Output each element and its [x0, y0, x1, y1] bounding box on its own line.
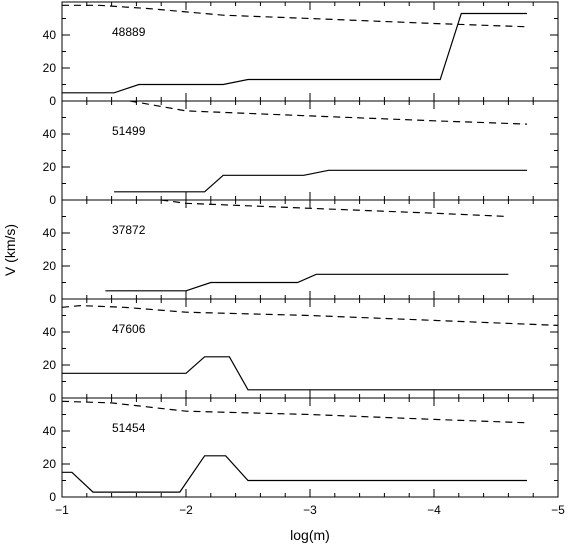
- y-tick-label: 20: [43, 457, 57, 471]
- y-tick-label: 40: [43, 127, 57, 141]
- dashed-series-line: [62, 4, 528, 28]
- x-tick-label: −1: [55, 503, 69, 517]
- y-tick-label: 0: [49, 94, 56, 108]
- y-tick-label: 0: [49, 292, 56, 306]
- panel-label: 47606: [112, 322, 146, 336]
- solid-series-line: [62, 356, 558, 391]
- dashed-series-line: [61, 400, 528, 424]
- panel-1: 0 20 40 48889: [43, 1, 559, 108]
- panel-label: 51454: [112, 421, 146, 435]
- x-tick-label: −4: [427, 503, 441, 517]
- panel-2: 0 20 40 51499: [43, 100, 559, 207]
- panel-5: 0 20 40 51454: [43, 397, 559, 504]
- y-tick-label: 20: [43, 259, 57, 273]
- panel-label: 51499: [112, 124, 146, 138]
- panel-label: 48889: [112, 25, 146, 39]
- y-tick-label: 40: [43, 424, 57, 438]
- y-tick-label: 40: [43, 226, 57, 240]
- y-axis-title: V (km/s): [2, 224, 18, 276]
- x-axis-title: log(m): [290, 527, 330, 543]
- solid-series-line: [114, 169, 527, 193]
- dashed-series-line: [161, 199, 509, 218]
- y-tick-label: 0: [49, 490, 56, 504]
- dashed-series-line: [130, 100, 528, 125]
- y-tick-label: 40: [43, 325, 57, 339]
- panels-group: 0 20 40 48889 0 20 40 51499 0 20 40 37872 0 20 40 47606…: [43, 1, 565, 517]
- y-tick-label: 20: [43, 61, 57, 75]
- y-tick-label: 20: [43, 358, 57, 372]
- y-tick-label: 0: [49, 193, 56, 207]
- x-tick-label: −5: [551, 503, 565, 517]
- solid-series-line: [105, 273, 509, 292]
- panel-frame: [61, 1, 559, 102]
- panel-4: 0 20 40 47606: [43, 298, 559, 405]
- panel-3: 0 20 40 37872: [43, 199, 559, 306]
- solid-series-line: [62, 455, 527, 493]
- y-tick-label: 20: [43, 160, 57, 174]
- panel-frame: [61, 397, 559, 498]
- y-tick-label: 0: [49, 391, 56, 405]
- panel-frame: [61, 298, 559, 399]
- panel-label: 37872: [112, 223, 146, 237]
- x-tick-label: −2: [179, 503, 193, 517]
- dashed-series-line: [61, 304, 559, 326]
- y-tick-label: 40: [43, 28, 57, 42]
- panel-frame: [61, 199, 559, 300]
- x-tick-label: −3: [303, 503, 317, 517]
